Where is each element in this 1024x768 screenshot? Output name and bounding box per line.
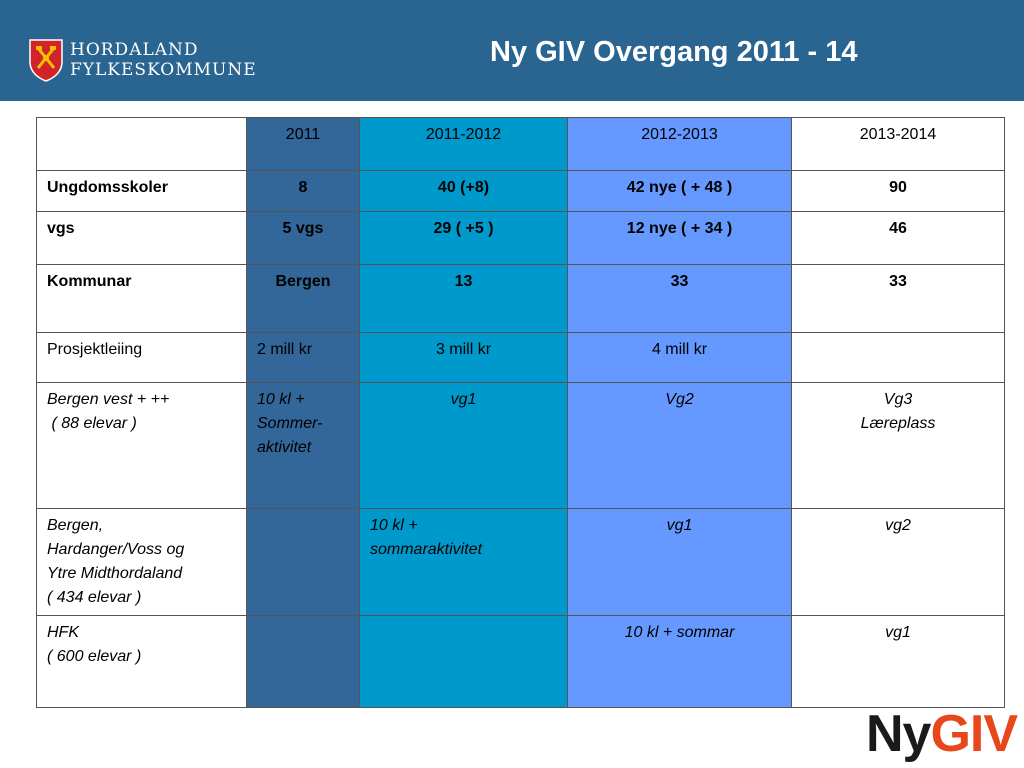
cell-line: ( 434 elevar ) (47, 589, 142, 606)
cell-line: 10 kl + sommar (624, 624, 735, 641)
table-cell-r0-c2: 40 (+8) (359, 170, 568, 212)
cell-line: Vg3 (883, 391, 913, 408)
cell-line: 10 kl + (257, 391, 305, 408)
table-cell-r3-c0: Prosjektleiing (36, 332, 247, 383)
cell-line: 10 kl + (370, 517, 418, 534)
table-cell-r0-c1: 8 (246, 170, 360, 212)
table-row: Ungdomsskoler 8 40 (+8) 42 nye ( + 48 ) 90 (36, 170, 1005, 212)
cell-line: ( 88 elevar ) (47, 415, 137, 432)
table-cell-r2-c3: 33 (567, 264, 792, 333)
cell-line: vg1 (450, 391, 477, 408)
table-cell-r0-c4: 90 (791, 170, 1005, 212)
cell-line: vg1 (885, 624, 911, 641)
table-cell-r6-c2 (359, 615, 568, 708)
table-cell-r1-c4: 46 (791, 211, 1005, 265)
header-cell-4: 2013-2014 (791, 117, 1005, 171)
table-cell-r4-c2: vg1 (359, 382, 568, 509)
cell-line: Ytre Midthordaland (47, 565, 183, 582)
table-cell-r6-c3: 10 kl + sommar (567, 615, 792, 708)
header-bar: HORDALAND FYLKESKOMMUNE Ny GIV Overgang … (0, 0, 1024, 101)
header-cell-2: 2011-2012 (359, 117, 568, 171)
table-cell-r5-c2: 10 kl + sommaraktivitet (359, 508, 568, 616)
county-coat-of-arms-icon (28, 38, 64, 82)
county-logo: HORDALAND FYLKESKOMMUNE (28, 38, 268, 88)
cell-line: Sommer- (257, 415, 323, 432)
table-cell-r1-c0: vgs (36, 211, 247, 265)
page-title: Ny GIV Overgang 2011 - 14 (490, 36, 858, 68)
table-cell-r4-c0: Bergen vest + ++ ( 88 elevar ) (36, 382, 247, 509)
table-cell-r1-c1: 5 vgs (246, 211, 360, 265)
nygiv-logo: NyGIV (866, 704, 1018, 764)
table-cell-r4-c4: Vg3 Læreplass (791, 382, 1005, 509)
table-row: Prosjektleiing 2 mill kr 3 mill kr 4 mill k… (36, 332, 1005, 383)
cell-line: Bergen vest + ++ (47, 391, 170, 408)
table-cell-r0-c3: 42 nye ( + 48 ) (567, 170, 792, 212)
table-cell-r5-c3: vg1 (567, 508, 792, 616)
table-row: Bergen, Hardanger/Voss og Ytre Midthordala… (36, 508, 1005, 616)
cell-line: vg2 (885, 517, 911, 534)
table-cell-r4-c3: Vg2 (567, 382, 792, 509)
table-row: HFK ( 600 elevar ) 10 kl + sommar vg1 (36, 615, 1005, 708)
cell-line: sommaraktivitet (370, 541, 483, 558)
table-cell-r3-c3: 4 mill kr (567, 332, 792, 383)
nygiv-logo-giv: GIV (930, 705, 1018, 763)
table-cell-r1-c3: 12 nye ( + 34 ) (567, 211, 792, 265)
cell-line: Vg2 (665, 391, 694, 408)
cell-line: vg1 (666, 517, 693, 534)
table-cell-r0-c0: Ungdomsskoler (36, 170, 247, 212)
cell-line: Læreplass (860, 415, 936, 432)
nygiv-logo-ny: Ny (866, 705, 931, 763)
table-cell-r6-c1 (246, 615, 360, 708)
table-cell-r5-c4: vg2 (791, 508, 1005, 616)
table-cell-r1-c2: 29 ( +5 ) (359, 211, 568, 265)
cell-line: ( 600 elevar ) (47, 648, 142, 665)
table-row: Bergen vest + ++ ( 88 elevar ) 10 kl + Som… (36, 382, 1005, 509)
table-row: vgs 5 vgs 29 ( +5 ) 12 nye ( + 34 ) 46 (36, 211, 1005, 265)
table-cell-r5-c1 (246, 508, 360, 616)
table-cell-r4-c1: 10 kl + Sommer-aktivitet (246, 382, 360, 509)
org-name-line1: HORDALAND (70, 40, 199, 60)
header-cell-0 (36, 117, 247, 171)
cell-line: Bergen, (47, 517, 104, 534)
table-cell-r5-c0: Bergen, Hardanger/Voss og Ytre Midthordala… (36, 508, 247, 616)
header-cell-3: 2012-2013 (567, 117, 792, 171)
table-cell-r3-c4 (791, 332, 1005, 383)
cell-line: aktivitet (257, 439, 312, 456)
table-cell-r6-c4: vg1 (791, 615, 1005, 708)
cell-line: HFK (47, 624, 79, 641)
table-cell-r3-c1: 2 mill kr (246, 332, 360, 383)
header-cell-1: 2011 (246, 117, 360, 171)
cell-line: Hardanger/Voss og (47, 541, 185, 558)
table-cell-r3-c2: 3 mill kr (359, 332, 568, 383)
project-table: 2011 2011-2012 2012-2013 2013-2014 Ungdomssk… (36, 117, 1005, 708)
table-row: Kommunar Bergen 13 33 33 (36, 264, 1005, 333)
table-cell-r2-c0: Kommunar (36, 264, 247, 333)
table-cell-r6-c0: HFK ( 600 elevar ) (36, 615, 247, 708)
table-cell-r2-c1: Bergen (246, 264, 360, 333)
table-cell-r2-c2: 13 (359, 264, 568, 333)
org-name-line2: FYLKESKOMMUNE (70, 60, 257, 80)
table-header-row: 2011 2011-2012 2012-2013 2013-2014 (36, 117, 1005, 171)
table-cell-r2-c4: 33 (791, 264, 1005, 333)
